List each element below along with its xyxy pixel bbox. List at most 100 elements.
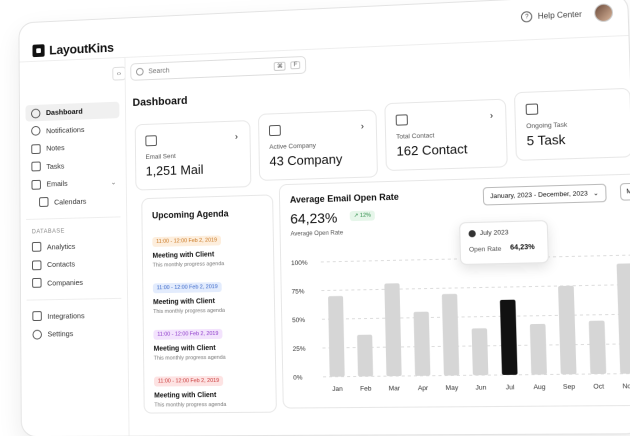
agenda-item-title: Meeting with Client [153, 297, 270, 306]
chevron-right-icon[interactable]: › [490, 110, 493, 120]
trend-up-icon: ↗ [354, 213, 359, 219]
chevron-down-icon: ⌄ [593, 189, 599, 197]
x-tick-label: Aug [533, 384, 546, 392]
bar-jun[interactable] [472, 328, 489, 375]
sidebar-item-notes[interactable]: Notes [26, 137, 120, 157]
help-center-link[interactable]: ? Help Center [521, 9, 582, 23]
sidebar-item-label: Contacts [47, 260, 75, 269]
mail-icon [31, 179, 40, 189]
x-tick-label: Sep [563, 383, 576, 391]
tooltip-month: July 2023 [480, 229, 509, 237]
agenda-item-title: Meeting with Client [154, 344, 271, 353]
bar-feb[interactable] [357, 335, 373, 377]
avatar[interactable] [594, 3, 613, 22]
sidebar-item-integrations[interactable]: Integrations [27, 306, 122, 324]
agenda-time-badge: 11:00 - 12:00 Feb 2, 2019 [154, 376, 223, 387]
chevron-down-icon: ⌄ [111, 178, 117, 186]
chevron-right-icon[interactable]: › [235, 131, 238, 141]
sidebar: Dashboard Notifications Notes Tasks Emai… [20, 57, 130, 436]
agenda-title: Upcoming Agenda [152, 209, 229, 221]
stat-label: Email Sent [146, 153, 176, 161]
tooltip-label: Open Rate [469, 246, 502, 254]
stat-value: 1,251 Mail [146, 162, 204, 179]
more-button[interactable]: M [620, 183, 630, 201]
sidebar-divider [27, 297, 122, 300]
dashboard-icon [31, 108, 40, 118]
search-bar[interactable]: ⌘ F [130, 56, 306, 81]
y-tick-label: 0% [293, 374, 303, 381]
contact-icon [396, 114, 408, 125]
grid-line [323, 373, 630, 376]
delta-badge: ↗ 12% [350, 210, 375, 221]
search-input[interactable] [148, 63, 269, 75]
x-tick-label: Mar [389, 385, 401, 392]
bar-jul[interactable] [500, 300, 518, 375]
y-tick-label: 75% [292, 288, 305, 295]
date-range-label: January, 2023 - December, 2023 [490, 190, 588, 200]
sidebar-item-label: Dashboard [46, 107, 83, 117]
chart-icon [32, 242, 41, 252]
agenda-item-title: Meeting with Client [152, 250, 269, 260]
sidebar-item-notifications[interactable]: Notifications [26, 120, 120, 140]
agenda-item[interactable]: 11:00 - 12:00 Feb 2, 2019 Meeting with C… [152, 227, 269, 268]
sidebar-item-dashboard[interactable]: Dashboard [25, 102, 119, 122]
logo-mark-icon [32, 44, 44, 57]
agenda-item-subtitle: This monthly progress agenda [153, 307, 270, 315]
gear-icon [32, 329, 41, 339]
search-icon [136, 68, 144, 76]
clipboard-icon [526, 103, 539, 115]
bar-nov[interactable] [617, 263, 630, 373]
stat-value: 5 Task [526, 132, 565, 149]
sidebar-item-label: Settings [48, 329, 74, 338]
x-tick-label: Feb [360, 385, 372, 392]
sidebar-item-companies[interactable]: Companies [26, 273, 121, 292]
agenda-time-badge: 11:00 - 12:00 Feb 2, 2019 [152, 235, 221, 247]
sidebar-item-settings[interactable]: Settings [27, 324, 122, 342]
stat-label: Total Contact [396, 132, 434, 140]
chevron-right-icon[interactable]: › [361, 121, 364, 131]
agenda-time-badge: 11:00 - 12:00 Feb 2, 2019 [153, 329, 222, 340]
x-tick-label: Nov [622, 383, 630, 391]
bar-aug[interactable] [530, 324, 547, 375]
bar-sep[interactable] [558, 286, 576, 375]
date-range-select[interactable]: January, 2023 - December, 2023 ⌄ [483, 184, 607, 206]
stat-label: Ongoing Task [526, 122, 567, 131]
sidebar-item-label: Notifications [46, 125, 84, 135]
bar-jan[interactable] [328, 296, 345, 377]
sidebar-item-contacts[interactable]: Contacts [26, 255, 121, 274]
chart-tooltip: July 2023 Open Rate 64,23% [459, 220, 549, 265]
grid-line [321, 284, 630, 290]
agenda-item[interactable]: 11:00 - 12:00 Feb 2, 2019 Meeting with C… [153, 321, 271, 362]
bar-apr[interactable] [414, 312, 431, 376]
x-tick-label: Jun [475, 384, 487, 391]
agenda-time-badge: 11:00 - 12:00 Feb 2, 2019 [153, 282, 222, 293]
stat-card-ongoing-task[interactable]: Ongoing Task 5 Task [514, 88, 630, 161]
agenda-item-subtitle: This monthly progress agenda [153, 260, 270, 269]
main-nav: Dashboard Notifications Notes Tasks Emai… [25, 102, 121, 344]
help-center-label: Help Center [538, 10, 582, 21]
help-icon: ? [521, 11, 533, 23]
grid-icon [32, 311, 41, 321]
stat-card-total-contact[interactable]: › Total Contact 162 Contact [384, 99, 508, 171]
briefcase-icon [269, 125, 281, 136]
stat-card-active-company[interactable]: › Active Company 43 Company [258, 109, 378, 180]
sidebar-divider [26, 216, 120, 220]
bar-oct[interactable] [589, 321, 607, 374]
bar-may[interactable] [442, 294, 459, 376]
sidebar-item-emails[interactable]: Emails ⌄ [26, 173, 120, 192]
agenda-item[interactable]: 11:00 - 12:00 Feb 2, 2019 Meeting with C… [154, 368, 272, 408]
stat-card-email-sent[interactable]: › Email Sent 1,251 Mail [135, 120, 252, 190]
agenda-item[interactable]: 11:00 - 12:00 Feb 2, 2019 Meeting with C… [153, 274, 270, 315]
bar-mar[interactable] [384, 283, 401, 376]
calendar-icon [39, 197, 48, 207]
sidebar-item-calendars[interactable]: Calendars [26, 191, 120, 210]
y-tick-label: 50% [292, 317, 305, 324]
x-tick-label: Oct [593, 383, 604, 391]
note-icon [31, 144, 40, 154]
y-tick-label: 25% [293, 346, 306, 353]
open-rate-label: Average Open Rate [290, 230, 343, 237]
sidebar-item-analytics[interactable]: Analytics [26, 236, 121, 255]
sidebar-item-tasks[interactable]: Tasks [26, 155, 120, 175]
stat-value: 162 Contact [396, 141, 467, 158]
